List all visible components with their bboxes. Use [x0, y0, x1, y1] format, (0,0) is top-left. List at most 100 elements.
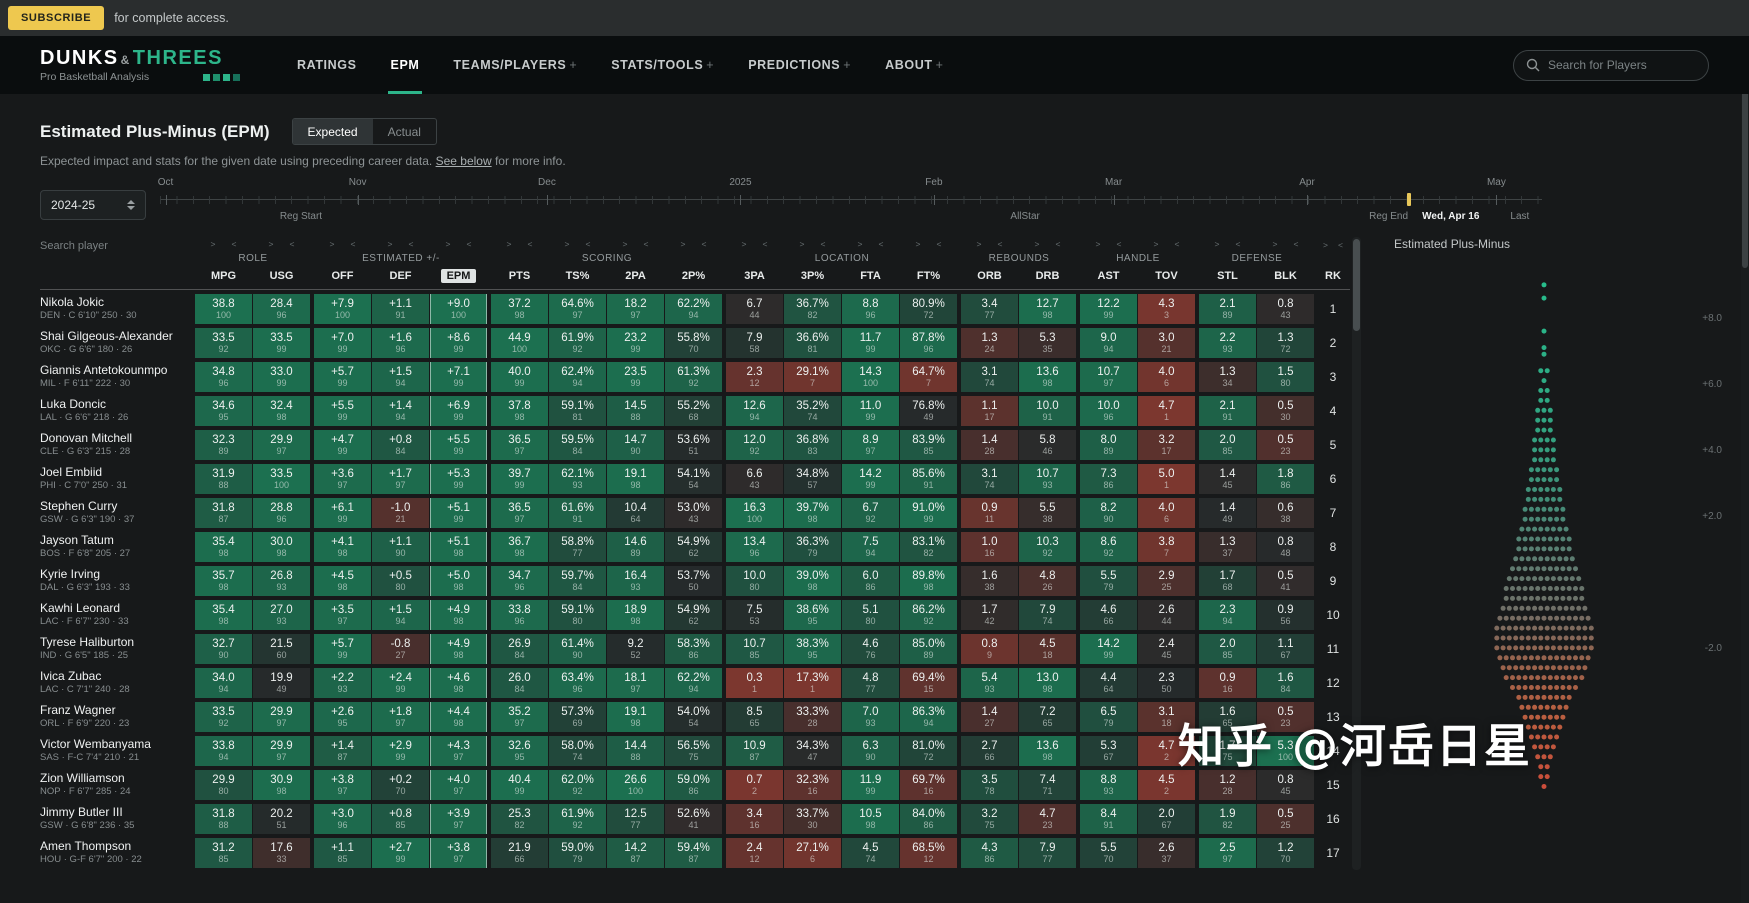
- player-epm-dot[interactable]: [1510, 675, 1515, 681]
- player-epm-dot[interactable]: [1500, 625, 1506, 631]
- player-epm-dot[interactable]: [1535, 417, 1541, 423]
- player-epm-dot[interactable]: [1538, 724, 1544, 730]
- player-epm-dot[interactable]: [1569, 556, 1575, 562]
- nav-item-about[interactable]: ABOUT +: [868, 36, 960, 94]
- sort-asc-arrow[interactable]: >: [1095, 238, 1101, 249]
- player-epm-dot[interactable]: [1560, 546, 1566, 552]
- player-epm-dot[interactable]: [1554, 655, 1560, 661]
- marker-last[interactable]: Last: [1510, 211, 1530, 222]
- player-epm-dot[interactable]: [1566, 655, 1572, 661]
- table-row[interactable]: Zion Williamson NOP · F 6'7" 285 · 24 29.9…: [40, 770, 1350, 800]
- table-row[interactable]: Jimmy Butler III GSW · G 6'8" 236 · 35 31.…: [40, 804, 1350, 834]
- player-epm-dot[interactable]: [1569, 625, 1575, 631]
- player-epm-dot[interactable]: [1579, 655, 1585, 661]
- player-epm-dot[interactable]: [1506, 665, 1512, 671]
- player-epm-dot[interactable]: [1544, 665, 1550, 671]
- player-cell[interactable]: Amen Thompson HOU · G-F 6'7" 200 · 22: [40, 838, 192, 868]
- player-epm-dot[interactable]: [1554, 467, 1560, 473]
- player-epm-dot[interactable]: [1550, 744, 1556, 750]
- player-epm-dot[interactable]: [1566, 536, 1572, 542]
- player-epm-dot[interactable]: [1516, 685, 1522, 690]
- player-epm-dot[interactable]: [1532, 704, 1538, 710]
- player-epm-dot[interactable]: [1557, 496, 1563, 502]
- player-epm-dot[interactable]: [1547, 536, 1553, 542]
- player-epm-dot[interactable]: [1569, 645, 1575, 651]
- table-row[interactable]: Amen Thompson HOU · G-F 6'7" 200 · 22 31.2…: [40, 838, 1350, 868]
- player-epm-dot[interactable]: [1544, 437, 1550, 443]
- player-epm-dot[interactable]: [1528, 546, 1534, 552]
- player-epm-dot[interactable]: [1573, 675, 1578, 681]
- player-epm-dot[interactable]: [1532, 556, 1538, 562]
- player-epm-dot[interactable]: [1516, 675, 1522, 681]
- player-epm-dot[interactable]: [1560, 615, 1566, 621]
- player-epm-dot[interactable]: [1519, 576, 1525, 582]
- sort-desc-arrow[interactable]: <: [231, 238, 237, 249]
- player-epm-dot[interactable]: [1541, 754, 1547, 760]
- player-epm-dot[interactable]: [1550, 625, 1556, 631]
- player-epm-dot[interactable]: [1497, 655, 1503, 661]
- table-row[interactable]: Nikola Jokic DEN · C 6'10" 250 · 30 38.8 10…: [40, 294, 1350, 324]
- player-epm-dot[interactable]: [1582, 665, 1588, 671]
- player-epm-dot[interactable]: [1547, 714, 1553, 720]
- player-name[interactable]: Luka Doncic: [40, 397, 107, 412]
- player-name[interactable]: Donovan Mitchell: [40, 431, 133, 446]
- player-name[interactable]: Stephen Curry: [40, 499, 118, 514]
- player-epm-dot[interactable]: [1532, 724, 1538, 730]
- header-search-input[interactable]: [1548, 58, 1696, 72]
- table-row[interactable]: Tyrese Haliburton IND · G 6'5" 185 · 25 32…: [40, 634, 1350, 664]
- player-epm-dot[interactable]: [1544, 605, 1550, 611]
- player-epm-dot[interactable]: [1550, 457, 1556, 463]
- player-epm-dot[interactable]: [1547, 595, 1553, 601]
- player-epm-dot[interactable]: [1500, 635, 1506, 641]
- player-epm-dot[interactable]: [1579, 615, 1585, 621]
- player-epm-dot[interactable]: [1525, 556, 1531, 562]
- player-epm-dot[interactable]: [1535, 675, 1541, 681]
- player-epm-dot[interactable]: [1573, 586, 1578, 591]
- player-epm-dot[interactable]: [1560, 714, 1566, 720]
- player-epm-dot[interactable]: [1547, 417, 1553, 423]
- player-epm-dot[interactable]: [1532, 744, 1538, 750]
- player-epm-dot[interactable]: [1541, 586, 1547, 591]
- table-scrollbar-thumb[interactable]: [1353, 239, 1360, 331]
- player-epm-dot[interactable]: [1576, 625, 1582, 631]
- player-epm-dot[interactable]: [1588, 625, 1594, 631]
- player-epm-dot[interactable]: [1506, 625, 1512, 631]
- sort-asc-arrow[interactable]: >: [622, 238, 628, 249]
- player-name[interactable]: Zion Williamson: [40, 771, 125, 786]
- player-name[interactable]: Giannis Antetokounmpo: [40, 363, 168, 378]
- player-epm-dot[interactable]: [1513, 605, 1519, 611]
- player-epm-dot[interactable]: [1576, 605, 1582, 611]
- sort-desc-arrow[interactable]: <: [466, 238, 472, 249]
- player-epm-dot[interactable]: [1569, 635, 1575, 641]
- player-epm-dot[interactable]: [1550, 437, 1556, 443]
- player-epm-dot[interactable]: [1528, 714, 1534, 720]
- player-epm-dot[interactable]: [1541, 784, 1547, 789]
- player-epm-dot[interactable]: [1538, 605, 1544, 611]
- player-epm-dot[interactable]: [1538, 487, 1544, 492]
- player-epm-dot[interactable]: [1541, 427, 1547, 433]
- player-epm-dot[interactable]: [1519, 526, 1525, 532]
- player-epm-dot[interactable]: [1535, 586, 1541, 591]
- player-cell[interactable]: Kyrie Irving DAL · G 6'3" 193 · 33: [40, 566, 192, 596]
- player-epm-dot[interactable]: [1535, 536, 1541, 542]
- player-epm-dot[interactable]: [1516, 655, 1522, 661]
- nav-item-predictions[interactable]: PREDICTIONS +: [731, 36, 868, 94]
- player-epm-dot[interactable]: [1547, 655, 1553, 661]
- player-epm-dot[interactable]: [1563, 556, 1569, 562]
- player-epm-dot[interactable]: [1503, 586, 1509, 591]
- player-cell[interactable]: Shai Gilgeous-Alexander OKC · G 6'6" 180 …: [40, 328, 192, 358]
- sort-asc-arrow[interactable]: >: [210, 238, 216, 249]
- player-epm-dot[interactable]: [1541, 477, 1547, 483]
- player-epm-dot[interactable]: [1538, 704, 1544, 710]
- player-epm-dot[interactable]: [1541, 345, 1547, 351]
- player-epm-dot[interactable]: [1506, 645, 1512, 651]
- player-cell[interactable]: Kawhi Leonard LAC · F 6'7" 230 · 33: [40, 600, 192, 630]
- player-name[interactable]: Joel Embiid: [40, 465, 103, 480]
- player-name[interactable]: Shai Gilgeous-Alexander: [40, 329, 173, 344]
- table-player-search-input[interactable]: [40, 240, 190, 252]
- player-epm-dot[interactable]: [1538, 576, 1544, 582]
- sort-desc-arrow[interactable]: <: [820, 238, 826, 249]
- player-epm-dot[interactable]: [1541, 295, 1547, 301]
- player-epm-dot[interactable]: [1535, 685, 1541, 690]
- sort-desc-arrow[interactable]: <: [1116, 238, 1122, 249]
